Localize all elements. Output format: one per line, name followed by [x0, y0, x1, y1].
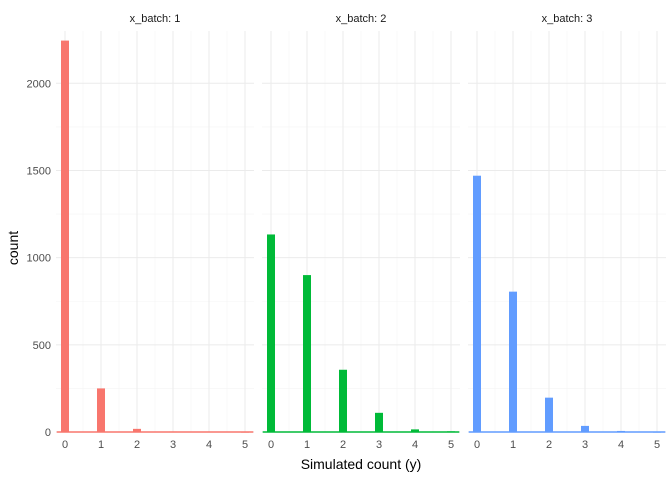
- x-tick-label: 4: [412, 439, 418, 451]
- x-tick-label: 3: [582, 439, 588, 451]
- y-tick-label: 0: [45, 427, 51, 439]
- histogram-bar: [267, 234, 275, 432]
- histogram-bar: [473, 175, 481, 433]
- x-axis-title: Simulated count (y): [301, 456, 422, 472]
- histogram-bar: [447, 431, 455, 433]
- y-tick-label: 1000: [27, 253, 51, 265]
- x-tick-label: 5: [242, 439, 248, 451]
- histogram-bar: [97, 388, 105, 432]
- x-tick-label: 2: [134, 439, 140, 451]
- x-tick-label: 3: [376, 439, 382, 451]
- y-tick-label: 2000: [27, 78, 51, 90]
- histogram-bar: [509, 291, 517, 432]
- x-tick-label: 0: [474, 439, 480, 451]
- y-axis: 0 500 1000 1500 2000: [27, 78, 51, 439]
- y-axis-title: count: [5, 231, 21, 265]
- x-tick-label: 2: [546, 439, 552, 451]
- x-tick-label: 1: [98, 439, 104, 451]
- x-tick-label: 2: [340, 439, 346, 451]
- x-tick-label: 3: [170, 439, 176, 451]
- x-tick-label: 5: [448, 439, 454, 451]
- facet-strip-label: x_batch: 3: [542, 13, 593, 25]
- facet-panel-3: x_batch: 3 0 1 2 3 4 5: [468, 13, 666, 451]
- x-tick-label: 1: [510, 439, 516, 451]
- histogram-bar: [133, 428, 141, 432]
- x-tick-label: 0: [62, 439, 68, 451]
- y-tick-label: 1500: [27, 165, 51, 177]
- x-tick-label: 4: [206, 439, 212, 451]
- histogram-bar: [205, 431, 213, 433]
- histogram-bar: [169, 431, 177, 433]
- facet-panel-1: x_batch: 1 0 1 2 3 4 5: [56, 13, 254, 451]
- histogram-bar: [375, 412, 383, 432]
- histogram-bar: [617, 430, 625, 432]
- x-tick-label: 5: [654, 439, 660, 451]
- histogram-bar: [339, 369, 347, 432]
- facet-panel-2: x_batch: 2 0 1 2 3 4 5: [262, 13, 460, 451]
- y-tick-label: 500: [33, 340, 51, 352]
- histogram-bar: [411, 429, 419, 432]
- histogram-bar: [545, 397, 553, 432]
- x-tick-label: 4: [618, 439, 624, 451]
- histogram-bar: [303, 275, 311, 432]
- facet-strip-label: x_batch: 2: [336, 13, 387, 25]
- histogram-bar: [653, 431, 661, 433]
- x-tick-label: 1: [304, 439, 310, 451]
- facet-strip-label: x_batch: 1: [130, 13, 181, 25]
- x-tick-label: 0: [268, 439, 274, 451]
- histogram-bar: [241, 431, 249, 433]
- histogram-bar: [581, 425, 589, 432]
- histogram-bar: [61, 40, 69, 432]
